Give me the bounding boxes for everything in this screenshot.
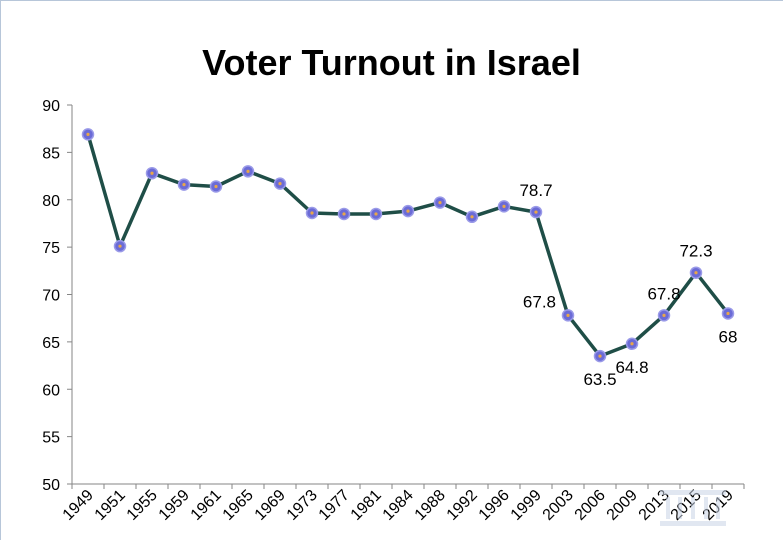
data-point-center — [214, 184, 218, 189]
x-tick-label: 1951 — [92, 487, 129, 524]
x-tick-label: 1969 — [252, 487, 289, 524]
data-point-center — [150, 171, 154, 175]
x-tick-label: 1988 — [412, 487, 449, 524]
data-point — [273, 177, 287, 190]
x-axis: 1949195119551959196119651969197319771981… — [60, 483, 745, 524]
x-tick-label: 1949 — [60, 487, 97, 524]
data-point — [529, 205, 543, 219]
x-tick-label: 1955 — [124, 487, 161, 524]
data-point — [177, 178, 191, 191]
series-line — [86, 133, 730, 358]
y-tick-label: 75 — [42, 240, 60, 257]
data-point-center — [118, 244, 122, 248]
data-point-center — [502, 204, 506, 208]
x-tick-label: 1977 — [316, 487, 353, 524]
data-point-center — [534, 210, 538, 214]
data-point — [497, 200, 511, 213]
y-tick-label: 80 — [42, 193, 60, 210]
data-labels: 78.7 67.8 63.564.8 67.8 72.3 68 — [519, 181, 737, 389]
data-point-center — [246, 169, 250, 173]
y-tick-label: 50 — [42, 477, 60, 494]
data-label: 67.8 — [523, 292, 556, 311]
data-point-center — [86, 132, 90, 136]
data-point — [305, 206, 319, 220]
data-point — [593, 349, 607, 363]
data-point-center — [438, 200, 442, 205]
y-tick-label: 60 — [42, 382, 60, 399]
data-point-center — [406, 209, 410, 213]
data-point-center — [598, 354, 602, 358]
data-point — [465, 210, 479, 224]
x-tick-label: 1981 — [348, 487, 385, 524]
data-point-center — [182, 182, 186, 187]
x-tick-label: 1984 — [380, 487, 417, 524]
y-tick-label: 70 — [42, 288, 60, 305]
data-point — [561, 309, 575, 322]
data-point-center — [726, 311, 730, 316]
data-label: 68 — [719, 327, 738, 346]
data-point — [113, 239, 127, 253]
data-point — [145, 166, 159, 180]
x-tick-label: 2009 — [604, 487, 641, 524]
data-point-center — [310, 211, 314, 215]
chart-title: Voter Turnout in Israel — [202, 42, 581, 83]
x-tick-label: 1999 — [508, 487, 545, 524]
data-point — [625, 337, 639, 351]
data-point — [721, 307, 735, 320]
data-label: 78.7 — [519, 181, 552, 200]
data-point — [433, 196, 447, 209]
x-tick-label: 1973 — [284, 487, 321, 524]
x-tick-label: 1965 — [220, 487, 257, 524]
data-point-center — [470, 215, 474, 219]
y-tick-label: 90 — [42, 98, 60, 115]
y-tick-label: 85 — [42, 145, 60, 162]
data-point-center — [342, 212, 346, 216]
data-point — [241, 165, 255, 178]
series-turnout — [81, 128, 735, 363]
x-tick-label: 2003 — [540, 487, 577, 524]
data-point-center — [630, 342, 634, 346]
x-tick-label: 1992 — [444, 487, 481, 524]
data-point-center — [566, 313, 570, 317]
data-label: 72.3 — [679, 242, 712, 261]
data-label: 64.8 — [615, 358, 648, 377]
data-point — [689, 266, 703, 279]
x-tick-label: 1961 — [188, 487, 225, 524]
data-label: 63.5 — [583, 370, 616, 389]
data-label: 67.8 — [647, 284, 680, 303]
data-point-center — [374, 212, 378, 216]
data-point-center — [278, 182, 282, 186]
data-point — [209, 180, 223, 193]
data-point — [657, 309, 671, 322]
data-point — [369, 207, 383, 221]
x-tick-label: 1959 — [156, 487, 193, 524]
y-tick-label: 55 — [42, 430, 60, 447]
data-point — [401, 204, 415, 218]
x-tick-label: 2006 — [572, 487, 609, 524]
y-tick-label: 65 — [42, 335, 60, 352]
watermark-logo-icon — [660, 490, 726, 526]
data-point — [337, 207, 351, 221]
data-point — [81, 128, 95, 141]
y-axis: 50 55 60 65 70 75 80 85 90 — [42, 98, 73, 494]
data-point-center — [694, 271, 698, 275]
data-point-center — [662, 313, 666, 317]
x-tick-label: 1996 — [476, 487, 513, 524]
